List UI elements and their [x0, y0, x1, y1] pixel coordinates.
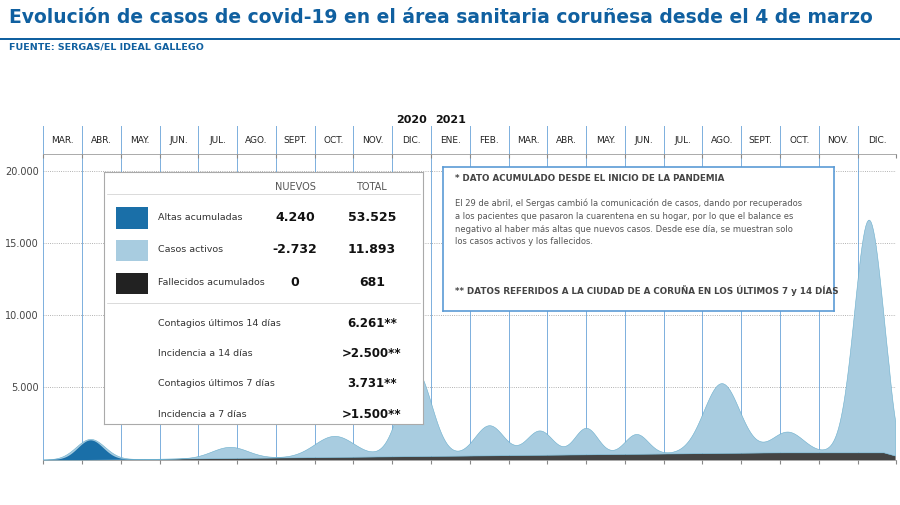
Bar [116, 273, 148, 294]
Text: Fallecidos acumulados: Fallecidos acumulados [158, 278, 265, 287]
Text: SEPT.: SEPT. [284, 136, 307, 144]
Text: DIC.: DIC. [868, 136, 886, 144]
Text: NUEVOS: NUEVOS [274, 182, 316, 192]
Text: ABR.: ABR. [91, 136, 112, 144]
Text: AGO.: AGO. [245, 136, 268, 144]
Text: NOV.: NOV. [827, 136, 849, 144]
Text: JUL.: JUL. [675, 136, 691, 144]
Text: MAR.: MAR. [517, 136, 539, 144]
Text: ABR.: ABR. [556, 136, 577, 144]
Text: JUN.: JUN. [634, 136, 653, 144]
Text: 2021: 2021 [435, 115, 466, 125]
Text: >1.500**: >1.500** [342, 408, 401, 421]
Text: ** DATOS REFERIDOS A LA CIUDAD DE A CORUÑA EN LOS ÚLTIMOS 7 y 14 DÍAS: ** DATOS REFERIDOS A LA CIUDAD DE A CORU… [454, 285, 838, 296]
Text: Incidencia a 7 días: Incidencia a 7 días [158, 410, 247, 419]
Text: 11.893: 11.893 [347, 243, 396, 257]
Bar [116, 207, 148, 229]
Text: El 29 de abril, el Sergas cambió la comunicación de casos, dando por recuperados: El 29 de abril, el Sergas cambió la comu… [454, 198, 802, 246]
Text: Incidencia a 14 días: Incidencia a 14 días [158, 349, 252, 358]
Text: Evolución de casos de covid-19 en el área sanitaria coruñesa desde el 4 de marzo: Evolución de casos de covid-19 en el áre… [9, 8, 873, 27]
Text: SEPT.: SEPT. [749, 136, 772, 144]
Text: JUN.: JUN. [169, 136, 188, 144]
Text: FEB.: FEB. [480, 136, 500, 144]
Text: JUL.: JUL. [209, 136, 226, 144]
Text: >2.500**: >2.500** [342, 347, 401, 360]
Text: DIC.: DIC. [402, 136, 421, 144]
Text: ENE.: ENE. [440, 136, 461, 144]
Text: OCT.: OCT. [324, 136, 345, 144]
Text: * DATO ACUMULADO DESDE EL INICIO DE LA PANDEMIA: * DATO ACUMULADO DESDE EL INICIO DE LA P… [454, 174, 724, 183]
Text: AGO.: AGO. [711, 136, 733, 144]
Text: NOV.: NOV. [362, 136, 383, 144]
Text: MAY.: MAY. [130, 136, 150, 144]
Text: Contagios últimos 14 días: Contagios últimos 14 días [158, 319, 281, 328]
Text: 681: 681 [359, 276, 385, 289]
Text: 6.261**: 6.261** [346, 317, 397, 330]
Text: Casos activos: Casos activos [158, 245, 223, 255]
Text: 2020: 2020 [396, 115, 427, 125]
Text: FUENTE: SERGAS/EL IDEAL GALLEGO: FUENTE: SERGAS/EL IDEAL GALLEGO [9, 43, 204, 52]
Text: MAY.: MAY. [596, 136, 616, 144]
Text: -2.732: -2.732 [273, 243, 318, 257]
Text: MAR.: MAR. [51, 136, 74, 144]
Text: Altas acumuladas: Altas acumuladas [158, 213, 242, 222]
Text: 3.731**: 3.731** [347, 377, 397, 390]
Text: 0: 0 [291, 276, 300, 289]
Text: 53.525: 53.525 [347, 211, 396, 224]
Text: OCT.: OCT. [789, 136, 810, 144]
Text: Contagios últimos 7 días: Contagios últimos 7 días [158, 379, 274, 388]
Bar [116, 240, 148, 262]
Text: 4.240: 4.240 [275, 211, 315, 224]
Text: TOTAL: TOTAL [356, 182, 387, 192]
